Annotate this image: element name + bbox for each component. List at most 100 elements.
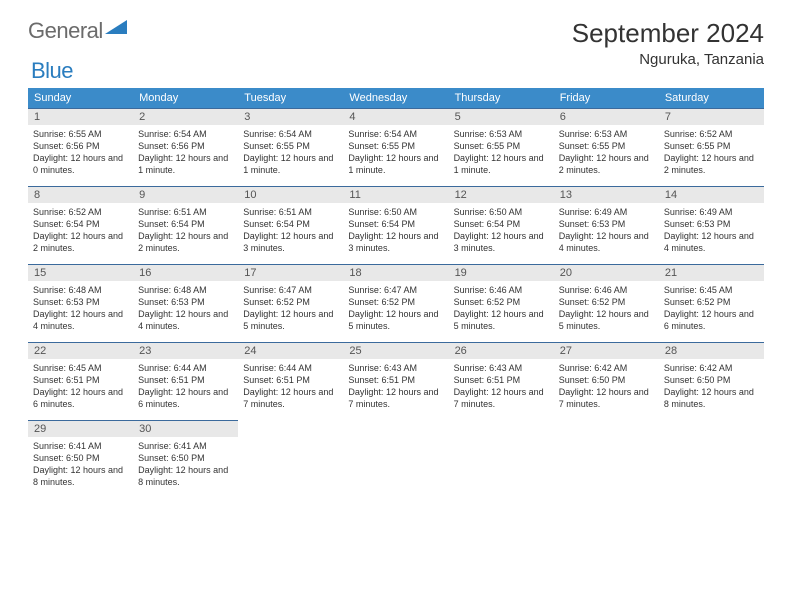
day-number: 24 (238, 343, 343, 359)
location: Nguruka, Tanzania (572, 51, 764, 68)
calendar-cell: 3Sunrise: 6:54 AMSunset: 6:55 PMDaylight… (238, 109, 343, 187)
calendar-cell: 6Sunrise: 6:53 AMSunset: 6:55 PMDaylight… (554, 109, 659, 187)
calendar-cell: 13Sunrise: 6:49 AMSunset: 6:53 PMDayligh… (554, 187, 659, 265)
logo: General (28, 18, 127, 44)
day-number: 11 (343, 187, 448, 203)
day-number: 13 (554, 187, 659, 203)
day-number: 16 (133, 265, 238, 281)
calendar-cell: 12Sunrise: 6:50 AMSunset: 6:54 PMDayligh… (449, 187, 554, 265)
calendar-cell: 28Sunrise: 6:42 AMSunset: 6:50 PMDayligh… (659, 343, 764, 421)
day-number: 8 (28, 187, 133, 203)
day-number: 21 (659, 265, 764, 281)
weekday-header: Thursday (449, 88, 554, 109)
day-details: Sunrise: 6:53 AMSunset: 6:55 PMDaylight:… (554, 125, 659, 180)
calendar-row: 22Sunrise: 6:45 AMSunset: 6:51 PMDayligh… (28, 343, 764, 421)
day-number: 30 (133, 421, 238, 437)
day-number: 12 (449, 187, 554, 203)
day-details: Sunrise: 6:44 AMSunset: 6:51 PMDaylight:… (238, 359, 343, 414)
day-number: 22 (28, 343, 133, 359)
calendar-cell (659, 421, 764, 499)
calendar-row: 15Sunrise: 6:48 AMSunset: 6:53 PMDayligh… (28, 265, 764, 343)
calendar-cell: 10Sunrise: 6:51 AMSunset: 6:54 PMDayligh… (238, 187, 343, 265)
day-number: 1 (28, 109, 133, 125)
day-number: 26 (449, 343, 554, 359)
day-details: Sunrise: 6:50 AMSunset: 6:54 PMDaylight:… (449, 203, 554, 258)
calendar-row: 29Sunrise: 6:41 AMSunset: 6:50 PMDayligh… (28, 421, 764, 499)
weekday-header: Wednesday (343, 88, 448, 109)
day-number: 15 (28, 265, 133, 281)
day-details: Sunrise: 6:49 AMSunset: 6:53 PMDaylight:… (659, 203, 764, 258)
calendar-cell: 16Sunrise: 6:48 AMSunset: 6:53 PMDayligh… (133, 265, 238, 343)
day-number: 29 (28, 421, 133, 437)
day-number: 23 (133, 343, 238, 359)
day-number: 10 (238, 187, 343, 203)
day-number: 9 (133, 187, 238, 203)
day-details: Sunrise: 6:45 AMSunset: 6:51 PMDaylight:… (28, 359, 133, 414)
day-details: Sunrise: 6:51 AMSunset: 6:54 PMDaylight:… (133, 203, 238, 258)
calendar-cell: 19Sunrise: 6:46 AMSunset: 6:52 PMDayligh… (449, 265, 554, 343)
calendar-cell: 18Sunrise: 6:47 AMSunset: 6:52 PMDayligh… (343, 265, 448, 343)
calendar-cell: 15Sunrise: 6:48 AMSunset: 6:53 PMDayligh… (28, 265, 133, 343)
calendar-cell: 17Sunrise: 6:47 AMSunset: 6:52 PMDayligh… (238, 265, 343, 343)
day-details: Sunrise: 6:54 AMSunset: 6:55 PMDaylight:… (343, 125, 448, 180)
day-details: Sunrise: 6:47 AMSunset: 6:52 PMDaylight:… (343, 281, 448, 336)
calendar-cell (449, 421, 554, 499)
calendar-cell (238, 421, 343, 499)
logo-general: General (28, 18, 103, 44)
day-details: Sunrise: 6:52 AMSunset: 6:55 PMDaylight:… (659, 125, 764, 180)
calendar-cell: 14Sunrise: 6:49 AMSunset: 6:53 PMDayligh… (659, 187, 764, 265)
calendar-row: 8Sunrise: 6:52 AMSunset: 6:54 PMDaylight… (28, 187, 764, 265)
day-number: 4 (343, 109, 448, 125)
calendar-cell: 23Sunrise: 6:44 AMSunset: 6:51 PMDayligh… (133, 343, 238, 421)
calendar-cell: 11Sunrise: 6:50 AMSunset: 6:54 PMDayligh… (343, 187, 448, 265)
month-title: September 2024 (572, 18, 764, 49)
day-details: Sunrise: 6:55 AMSunset: 6:56 PMDaylight:… (28, 125, 133, 180)
day-details: Sunrise: 6:51 AMSunset: 6:54 PMDaylight:… (238, 203, 343, 258)
weekday-header: Friday (554, 88, 659, 109)
calendar-cell: 27Sunrise: 6:42 AMSunset: 6:50 PMDayligh… (554, 343, 659, 421)
calendar-cell: 4Sunrise: 6:54 AMSunset: 6:55 PMDaylight… (343, 109, 448, 187)
day-details: Sunrise: 6:43 AMSunset: 6:51 PMDaylight:… (449, 359, 554, 414)
day-number: 25 (343, 343, 448, 359)
day-details: Sunrise: 6:46 AMSunset: 6:52 PMDaylight:… (449, 281, 554, 336)
day-number: 20 (554, 265, 659, 281)
calendar-row: 1Sunrise: 6:55 AMSunset: 6:56 PMDaylight… (28, 109, 764, 187)
calendar-cell: 5Sunrise: 6:53 AMSunset: 6:55 PMDaylight… (449, 109, 554, 187)
logo-blue: Blue (31, 58, 73, 83)
day-details: Sunrise: 6:44 AMSunset: 6:51 PMDaylight:… (133, 359, 238, 414)
day-details: Sunrise: 6:53 AMSunset: 6:55 PMDaylight:… (449, 125, 554, 180)
calendar-cell: 21Sunrise: 6:45 AMSunset: 6:52 PMDayligh… (659, 265, 764, 343)
day-number: 14 (659, 187, 764, 203)
calendar-cell: 30Sunrise: 6:41 AMSunset: 6:50 PMDayligh… (133, 421, 238, 499)
calendar-cell: 20Sunrise: 6:46 AMSunset: 6:52 PMDayligh… (554, 265, 659, 343)
day-number: 5 (449, 109, 554, 125)
day-details: Sunrise: 6:42 AMSunset: 6:50 PMDaylight:… (554, 359, 659, 414)
calendar-cell: 29Sunrise: 6:41 AMSunset: 6:50 PMDayligh… (28, 421, 133, 499)
day-number: 18 (343, 265, 448, 281)
calendar-cell: 24Sunrise: 6:44 AMSunset: 6:51 PMDayligh… (238, 343, 343, 421)
day-number: 17 (238, 265, 343, 281)
calendar-cell (554, 421, 659, 499)
day-details: Sunrise: 6:50 AMSunset: 6:54 PMDaylight:… (343, 203, 448, 258)
day-number: 3 (238, 109, 343, 125)
calendar-cell: 9Sunrise: 6:51 AMSunset: 6:54 PMDaylight… (133, 187, 238, 265)
day-details: Sunrise: 6:45 AMSunset: 6:52 PMDaylight:… (659, 281, 764, 336)
calendar-table: SundayMondayTuesdayWednesdayThursdayFrid… (28, 88, 764, 499)
day-number: 6 (554, 109, 659, 125)
title-block: September 2024 Nguruka, Tanzania (572, 18, 764, 68)
day-details: Sunrise: 6:42 AMSunset: 6:50 PMDaylight:… (659, 359, 764, 414)
day-details: Sunrise: 6:47 AMSunset: 6:52 PMDaylight:… (238, 281, 343, 336)
day-number: 7 (659, 109, 764, 125)
calendar-cell (343, 421, 448, 499)
weekday-header: Saturday (659, 88, 764, 109)
day-details: Sunrise: 6:54 AMSunset: 6:56 PMDaylight:… (133, 125, 238, 180)
calendar-cell: 1Sunrise: 6:55 AMSunset: 6:56 PMDaylight… (28, 109, 133, 187)
day-details: Sunrise: 6:43 AMSunset: 6:51 PMDaylight:… (343, 359, 448, 414)
calendar-body: 1Sunrise: 6:55 AMSunset: 6:56 PMDaylight… (28, 109, 764, 499)
day-details: Sunrise: 6:41 AMSunset: 6:50 PMDaylight:… (28, 437, 133, 492)
triangle-icon (105, 20, 127, 34)
day-details: Sunrise: 6:46 AMSunset: 6:52 PMDaylight:… (554, 281, 659, 336)
weekday-header: Monday (133, 88, 238, 109)
day-details: Sunrise: 6:48 AMSunset: 6:53 PMDaylight:… (133, 281, 238, 336)
day-details: Sunrise: 6:41 AMSunset: 6:50 PMDaylight:… (133, 437, 238, 492)
